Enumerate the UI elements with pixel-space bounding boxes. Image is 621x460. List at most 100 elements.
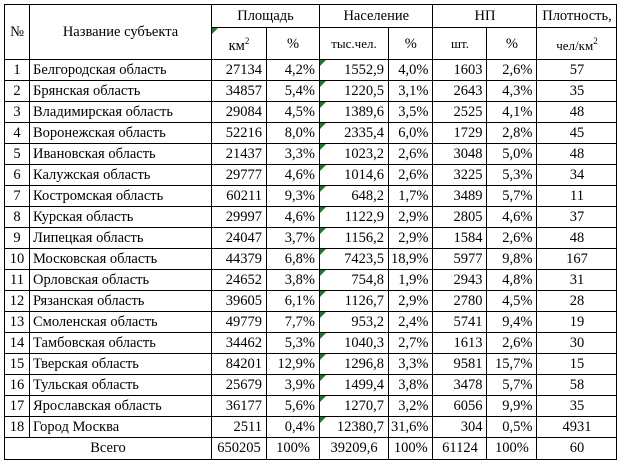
area-value: 29997 (211, 206, 267, 228)
area-pct: 6,8% (266, 248, 320, 270)
col-header-population: Население (318, 4, 434, 28)
total-np-pct: 100% (486, 437, 538, 460)
area-pct: 4,6% (266, 206, 320, 228)
table-row: 1 Белгородская область 27134 4,2% 1552,9 4,0%… (4, 59, 618, 81)
population-value: 1552,9 (319, 59, 389, 81)
area-value: 21437 (211, 143, 267, 165)
density-value: 45 (536, 122, 618, 144)
population-value: 648,2 (319, 185, 389, 207)
np-pct: 2,8% (486, 122, 538, 144)
population-pct: 3,5% (387, 101, 434, 123)
population-pct: 1,7% (387, 185, 434, 207)
area-value: 36177 (211, 395, 267, 417)
row-number: 13 (4, 311, 30, 333)
np-pct: 5,3% (486, 164, 538, 186)
np-pct: 2,6% (486, 227, 538, 249)
density-value: 48 (536, 101, 618, 123)
population-pct: 2,4% (387, 311, 434, 333)
np-value: 3225 (432, 164, 488, 186)
np-pct: 5,0% (486, 143, 538, 165)
table-row: 4 Воронежская область 52216 8,0% 2335,4 6,0% 1… (4, 122, 618, 144)
density-value: 35 (536, 80, 618, 102)
table-row: 12 Рязанская область 39605 6,1% 1126,7 2,9% 27… (4, 290, 618, 312)
np-pct: 2,6% (486, 332, 538, 354)
area-pct: 0,4% (266, 416, 320, 438)
population-pct: 2,6% (387, 164, 434, 186)
table-row: 7 Костромская область 60211 9,3% 648,2 1,7% 34… (4, 185, 618, 207)
np-value: 3478 (432, 374, 488, 396)
density-value: 19 (536, 311, 618, 333)
population-value: 1220,5 (319, 80, 389, 102)
header-row-2: км2 % тыс.чел. % шт. % чел/км2 (5, 27, 618, 60)
np-value: 5741 (432, 311, 488, 333)
np-value: 2525 (432, 101, 488, 123)
area-value: 24652 (211, 269, 267, 291)
np-value: 2943 (432, 269, 488, 291)
row-number: 1 (4, 59, 30, 81)
population-value: 1040,3 (319, 332, 389, 354)
region-name: Рязанская область (29, 290, 212, 312)
population-value: 953,2 (319, 311, 389, 333)
np-value: 2643 (432, 80, 488, 102)
total-area: 650205 (211, 437, 267, 460)
population-pct: 3,1% (387, 80, 434, 102)
population-pct: 2,9% (387, 206, 434, 228)
area-value: 24047 (211, 227, 267, 249)
np-value: 3048 (432, 143, 488, 165)
region-name: Тульская область (29, 374, 212, 396)
population-value: 1126,7 (319, 290, 389, 312)
region-name: Московская область (29, 248, 212, 270)
area-pct: 3,7% (266, 227, 320, 249)
table-row: 3 Владимирская область 29084 4,5% 1389,6 3,5%… (4, 101, 618, 123)
density-value: 28 (536, 290, 618, 312)
row-number: 9 (4, 227, 30, 249)
np-pct: 4,6% (486, 206, 538, 228)
np-pct: 0,5% (486, 416, 538, 438)
population-value: 1014,6 (319, 164, 389, 186)
area-pct: 3,8% (266, 269, 320, 291)
regions-table: № Название субъекта Площадь Население НП… (4, 4, 618, 460)
area-pct: 6,1% (266, 290, 320, 312)
row-number: 15 (4, 353, 30, 375)
total-pop-pct: 100% (387, 437, 434, 460)
row-number: 7 (4, 185, 30, 207)
area-pct: 4,2% (266, 59, 320, 81)
area-value: 44379 (211, 248, 267, 270)
region-name: Тверская область (29, 353, 212, 375)
subheader-np-unit: шт. (432, 27, 488, 60)
table-row: 8 Курская область 29997 4,6% 1122,9 2,9% 2805 4… (4, 206, 618, 228)
area-value: 34462 (211, 332, 267, 354)
area-value: 49779 (211, 311, 267, 333)
total-pop: 39209,6 (319, 437, 389, 460)
population-pct: 18,9% (387, 248, 434, 270)
region-name: Ярославская область (29, 395, 212, 417)
region-name: Владимирская область (29, 101, 212, 123)
region-name: Тамбовская область (29, 332, 212, 354)
area-value: 84201 (211, 353, 267, 375)
header-row-1: № Название субъекта Площадь Население НП… (4, 4, 618, 60)
np-value: 9581 (432, 353, 488, 375)
row-number: 10 (4, 248, 30, 270)
population-value: 12380,7 (319, 416, 389, 438)
population-value: 1270,7 (319, 395, 389, 417)
area-pct: 4,5% (266, 101, 320, 123)
population-pct: 31,6% (387, 416, 434, 438)
area-pct: 7,7% (266, 311, 320, 333)
area-value: 39605 (211, 290, 267, 312)
np-pct: 9,9% (486, 395, 538, 417)
population-pct: 2,7% (387, 332, 434, 354)
area-value: 60211 (211, 185, 267, 207)
total-np: 61124 (432, 437, 488, 460)
population-pct: 2,6% (387, 143, 434, 165)
population-value: 1389,6 (319, 101, 389, 123)
density-value: 48 (536, 227, 618, 249)
table-row: 5 Ивановская область 21437 3,3% 1023,2 2,6% 30… (4, 143, 618, 165)
np-value: 2805 (432, 206, 488, 228)
region-name: Город Москва (29, 416, 212, 438)
total-area-pct: 100% (266, 437, 320, 460)
area-value: 34857 (211, 80, 267, 102)
area-pct: 8,0% (266, 122, 320, 144)
density-value: 35 (536, 395, 618, 417)
area-pct: 5,4% (266, 80, 320, 102)
region-name: Брянская область (29, 80, 212, 102)
